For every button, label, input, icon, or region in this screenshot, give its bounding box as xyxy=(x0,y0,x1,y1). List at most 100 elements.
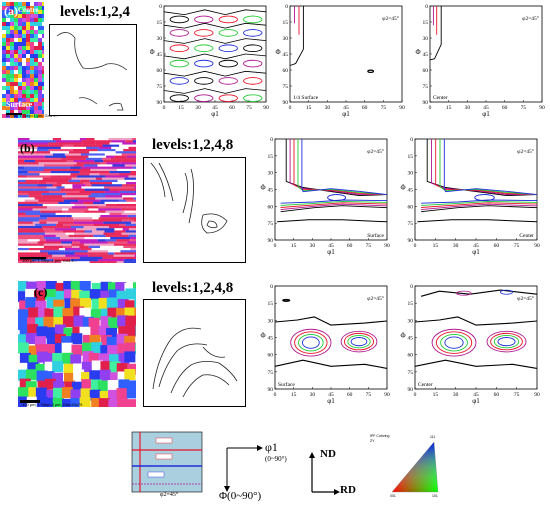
y-tick-label: 30 xyxy=(408,318,414,324)
contour-line xyxy=(194,94,214,102)
contour-line xyxy=(367,69,375,74)
contour-line xyxy=(243,15,263,24)
contour-line xyxy=(429,6,442,61)
y-tick-label: 30 xyxy=(268,171,274,177)
contour-line xyxy=(486,330,527,353)
y-tick-label: 30 xyxy=(423,36,429,42)
section-caption: Surface xyxy=(278,381,295,388)
contour-line xyxy=(280,203,388,211)
nd-label: ND xyxy=(320,448,336,460)
contour-line xyxy=(274,316,388,326)
contour-plot-b xyxy=(143,157,246,263)
y-tick-label: 45 xyxy=(268,336,274,342)
contour-line xyxy=(500,289,514,295)
section-caption: Center xyxy=(433,95,448,101)
x-tick-label: 30 xyxy=(310,243,316,249)
contour-line xyxy=(280,202,388,208)
section-caption: Surface xyxy=(367,232,384,239)
y-tick-label: 30 xyxy=(283,36,289,42)
y-tick-label: 45 xyxy=(268,188,274,194)
section-caption: 1/4 Surface xyxy=(293,94,319,101)
contour-line xyxy=(163,9,267,15)
y-tick-label: 60 xyxy=(423,68,429,74)
y-tick-label: 15 xyxy=(268,301,274,307)
x-tick-label: 15 xyxy=(446,105,452,111)
phi1-range: (0~90°) xyxy=(265,455,287,463)
contour-line xyxy=(421,203,538,211)
y-axis-label: Φ xyxy=(400,332,405,340)
contour-line xyxy=(290,328,332,357)
y-tick-label: 15 xyxy=(408,301,414,307)
contour-box-b xyxy=(143,157,246,263)
y-axis-label: Φ xyxy=(260,184,265,192)
x-tick-label: 60 xyxy=(229,105,235,111)
x-tick-label: 75 xyxy=(521,105,527,111)
panel-c-label: (c) xyxy=(34,285,48,299)
sample-axes: ND RD xyxy=(300,444,360,502)
x-tick-label: 30 xyxy=(195,105,201,111)
x-tick-label: 45 xyxy=(328,392,334,398)
y-tick-label: 90 xyxy=(283,100,289,106)
x-tick-label: 0 xyxy=(414,392,417,398)
x-tick-label: 75 xyxy=(246,105,252,111)
ebsd-map-c xyxy=(18,281,136,407)
contour-line xyxy=(444,336,464,349)
y-axis-label: Φ xyxy=(400,184,405,192)
contour-box-a xyxy=(49,24,137,116)
ipf-corner-101: 101 xyxy=(432,494,438,498)
scalebar-a: 50 μm; 1 Step=1 μm; Grid 3… xyxy=(6,113,60,118)
contour-line xyxy=(327,194,347,202)
levels-c: levels:1,2,4,8 xyxy=(152,280,234,296)
x-axis-label: φ1 xyxy=(327,397,335,405)
x-tick-label: 90 xyxy=(384,243,390,249)
y-tick-label: 0 xyxy=(159,4,162,10)
contour-line xyxy=(243,59,263,68)
contour-line xyxy=(169,77,189,85)
y-tick-label: 15 xyxy=(423,20,429,26)
x-axis-label: φ1 xyxy=(342,110,350,118)
contour-line xyxy=(294,331,328,354)
contour-line xyxy=(350,337,368,347)
y-tick-label: 15 xyxy=(408,154,414,160)
contour-line xyxy=(280,199,388,204)
contour-line xyxy=(343,332,375,351)
ebsd-a-surface-label: Surface xyxy=(6,100,33,109)
y-tick-label: 15 xyxy=(268,154,274,160)
contour-line xyxy=(163,53,267,60)
x-tick-label: 45 xyxy=(343,105,349,111)
odf-key-caption: φ2=45° xyxy=(160,492,179,498)
contour-line xyxy=(289,6,304,66)
levels-b: levels:1,2,4,8 xyxy=(152,137,234,153)
contour-line xyxy=(421,205,538,213)
ebsd-map-a xyxy=(2,2,44,118)
y-tick-label: 60 xyxy=(408,204,414,210)
x-tick-label: 0 xyxy=(414,243,417,249)
y-tick-label: 0 xyxy=(425,4,428,10)
y-tick-label: 15 xyxy=(157,20,163,26)
x-tick-label: 30 xyxy=(453,392,459,398)
scalebar-c: 100 μm; 1 Step=3 μm; Grid 83x79 xyxy=(22,402,83,407)
contour-line xyxy=(243,29,263,37)
y-tick-label: 45 xyxy=(423,52,429,58)
y-tick-label: 60 xyxy=(157,68,163,74)
contour-line xyxy=(243,44,263,53)
x-tick-label: 75 xyxy=(366,243,372,249)
ebsd-map-b xyxy=(18,138,136,263)
y-tick-label: 45 xyxy=(408,336,414,342)
contour-line xyxy=(414,316,538,326)
phi2-label: φ2=45° xyxy=(517,148,534,155)
ipf-corner-111: 111 xyxy=(430,435,436,439)
y-tick-label: 0 xyxy=(410,284,413,290)
contour-line xyxy=(298,333,324,352)
y-axis-label: Φ xyxy=(275,48,280,56)
x-tick-label: 30 xyxy=(325,105,331,111)
x-tick-label: 60 xyxy=(347,392,353,398)
y-tick-label: 30 xyxy=(157,36,163,42)
y-axis-label: Φ xyxy=(415,48,420,56)
x-tick-label: 75 xyxy=(366,392,372,398)
contour-line xyxy=(421,199,538,204)
odf-a-1: 0 15 30 45 60 75 90 0 15 30 45 60 75 90 φ1 Φ xyxy=(149,0,270,120)
